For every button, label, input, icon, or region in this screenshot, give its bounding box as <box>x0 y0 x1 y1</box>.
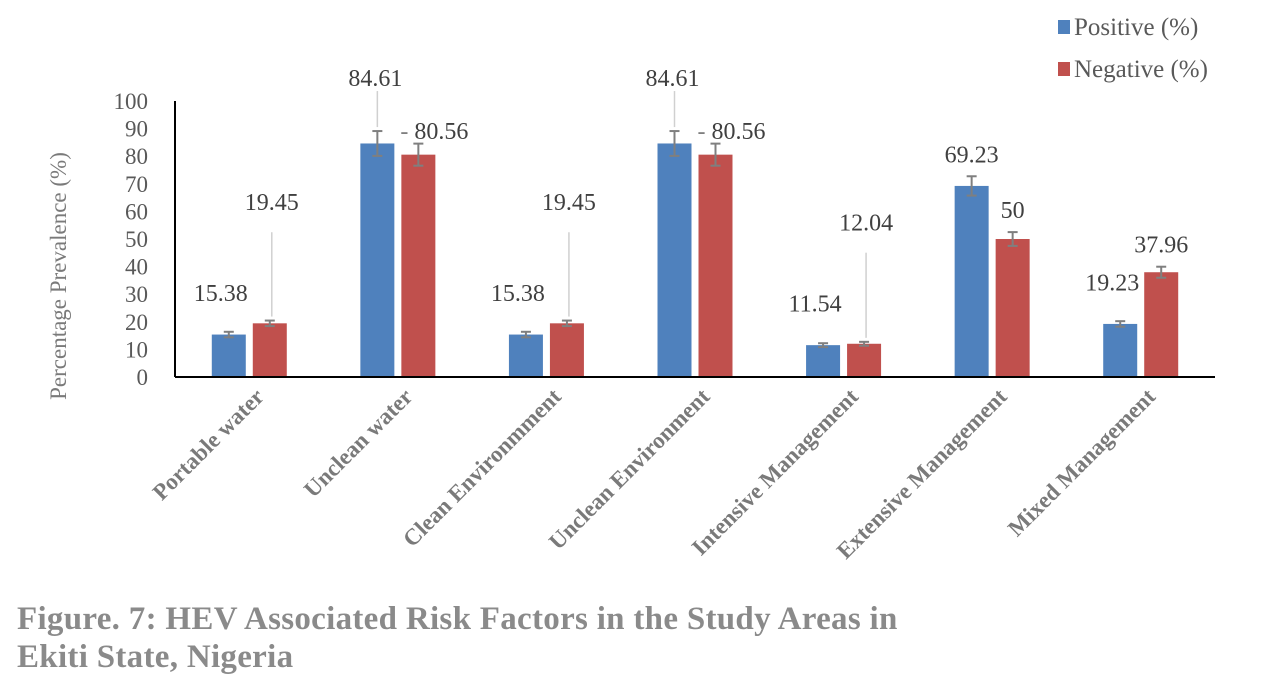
legend: Positive (%) Negative (%) <box>1058 14 1208 83</box>
bar-positive <box>806 345 841 377</box>
legend-label: Negative (%) <box>1074 56 1208 83</box>
x-tick-label: Extensive Management <box>832 384 1012 564</box>
axes <box>174 101 1215 378</box>
y-tick-label: 30 <box>125 282 148 307</box>
y-tick-label: 90 <box>125 117 148 142</box>
caption-line-1: Figure. 7: HEV Associated Risk Factors i… <box>17 601 898 637</box>
data-label: 19.23 <box>1085 271 1139 297</box>
x-tick-label: Unclean Environment <box>544 384 715 555</box>
label-leader-lines <box>271 91 867 338</box>
error-bar <box>413 142 424 167</box>
legend-swatch <box>1058 62 1070 76</box>
bar-positive <box>360 143 395 377</box>
bar-positive <box>1103 323 1138 377</box>
bar-negative <box>995 239 1030 377</box>
y-tick-label: 40 <box>125 255 148 280</box>
bar-negative <box>549 323 584 377</box>
x-tick-label: Mixed Management <box>1003 384 1160 541</box>
data-label: 19.45 <box>542 190 596 216</box>
y-tick-label: 100 <box>114 89 149 114</box>
y-tick-label: 10 <box>125 337 148 362</box>
data-label: 69.23 <box>945 142 999 168</box>
bar-positive <box>211 334 246 377</box>
legend-item: Positive (%) <box>1058 14 1198 41</box>
error-bar <box>264 319 275 328</box>
error-bar <box>669 130 680 157</box>
data-label: 84.61 <box>646 66 700 92</box>
bar-negative <box>1144 272 1179 377</box>
error-bar <box>561 319 572 328</box>
bar-positive <box>657 143 692 377</box>
data-label: 15.38 <box>194 281 248 307</box>
legend-item: Negative (%) <box>1058 56 1208 83</box>
y-axis-label: Percentage Prevalence (%) <box>46 152 71 400</box>
y-tick-label: 50 <box>125 227 148 252</box>
x-tick-label: Portable water <box>148 384 269 505</box>
data-label: - 80.56 <box>400 119 468 145</box>
x-tick-label: Clean Environmment <box>398 384 566 552</box>
error-bar <box>223 330 234 339</box>
y-tick-label: 80 <box>125 144 148 169</box>
bar-negative <box>401 154 436 377</box>
y-tick-label: 0 <box>137 365 149 390</box>
y-tick-label: 20 <box>125 310 148 335</box>
error-bar <box>859 340 870 347</box>
bar-negative <box>847 343 882 377</box>
error-bars <box>223 130 1167 349</box>
data-label: 11.54 <box>789 292 842 318</box>
bar-positive <box>508 334 543 377</box>
bar-negative <box>252 323 287 377</box>
data-labels: 15.38 19.45 84.61 - 80.56 15.38 19.45 84.61 - 8… <box>194 66 1188 318</box>
error-bar <box>710 142 721 167</box>
data-label: 50 <box>1001 198 1025 224</box>
y-tick-label: 70 <box>125 172 148 197</box>
data-label: 15.38 <box>491 281 545 307</box>
error-bar <box>1007 231 1018 247</box>
error-bar <box>372 130 383 157</box>
x-tick-label: Intensive Management <box>687 384 863 560</box>
data-label: 19.45 <box>245 190 299 216</box>
bar-positive <box>954 185 989 377</box>
bar-negative <box>698 154 733 377</box>
data-label: 37.96 <box>1134 233 1188 259</box>
x-tick-label: Unclean water <box>299 384 417 502</box>
legend-label: Positive (%) <box>1074 14 1198 41</box>
error-bar <box>520 330 531 339</box>
error-bar <box>1156 265 1167 279</box>
data-label: 84.61 <box>348 66 402 92</box>
error-bar <box>966 175 977 197</box>
legend-swatch <box>1058 20 1070 34</box>
error-bar <box>818 342 829 349</box>
figure-caption: Figure. 7: HEV Associated Risk Factors i… <box>17 600 1067 676</box>
caption-line-2: Ekiti State, Nigeria <box>17 639 294 675</box>
data-label: 12.04 <box>839 210 893 236</box>
error-bar <box>1115 320 1126 328</box>
y-tick-label: 60 <box>125 199 148 224</box>
data-label: - 80.56 <box>698 119 766 145</box>
bars <box>211 143 1179 377</box>
